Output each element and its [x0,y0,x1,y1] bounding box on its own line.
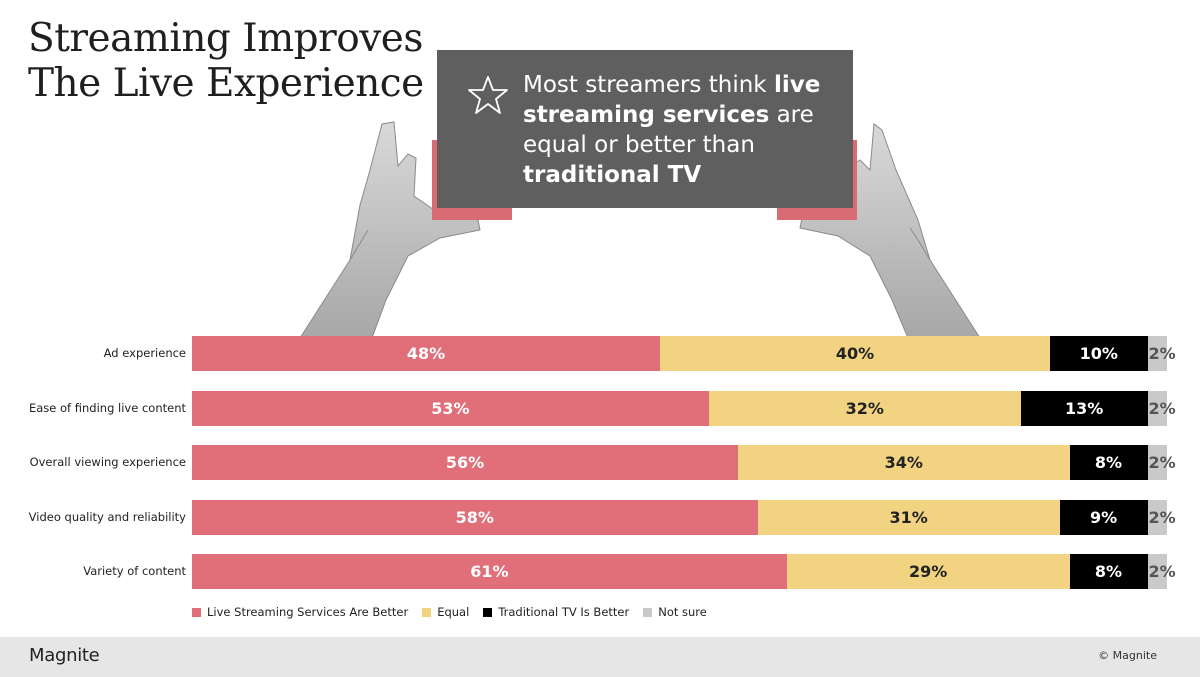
data-label: 2% [1148,453,1176,472]
footer-bar: Magnite © Magnite [0,637,1200,677]
data-label: 8% [1094,453,1123,472]
copyright-text: © Magnite [1098,649,1157,662]
bar-segment: 61% [192,554,787,589]
bar-segment: 9% [1059,499,1148,535]
bar-segment: 34% [738,445,1070,480]
bar-segment: 2% [1147,336,1176,371]
data-label: 2% [1148,398,1176,418]
legend-item: Not sure [643,605,707,619]
legend-item: Live Streaming Services Are Better [192,605,408,619]
category-label: Variety of content [83,564,186,578]
bar-segment: 8% [1069,554,1148,589]
bar-segment: 29% [786,554,1070,589]
data-label: 29% [908,562,948,581]
callout-part-2: are equal or better than [523,102,814,158]
star-icon [468,76,508,114]
data-label: 2% [1148,507,1176,527]
bar-segment: 13% [1020,390,1148,426]
magnite-logo: Magnite [29,645,100,666]
data-label: 48% [406,344,446,363]
legend-label: Equal [437,605,470,619]
legend-label: Not sure [658,605,707,619]
bar-segment: 53% [192,390,709,426]
category-label: Video quality and reliability [28,509,186,524]
legend-swatch [643,607,653,617]
legend-item: Traditional TV Is Better [483,605,629,619]
title-line-2: The Live Experience [28,61,424,106]
legend-label: Traditional TV Is Better [498,605,630,619]
chart-legend: Live Streaming Services Are Better Equal T… [192,605,707,619]
bar-segment: 8% [1069,445,1148,480]
data-label: 31% [889,507,928,527]
callout-text: Most streamers think live streaming serv… [523,70,843,190]
bar-segment: 40% [660,336,1050,371]
data-label: 56% [445,453,485,472]
callout-bold-2: traditional TV [523,162,702,188]
callout-bold-1: live streaming services [523,72,821,128]
data-label: 58% [455,507,494,527]
bar-segment: 2% [1147,390,1176,426]
bar-segment: 10% [1050,336,1148,371]
category-label: Overall viewing experience [29,455,186,469]
title-line-1: Streaming Improves [28,16,423,61]
page-title: Streaming Improves The Live Experience [28,16,448,106]
bar-segment: 58% [192,499,758,535]
data-label: 40% [835,344,875,363]
data-label: 13% [1064,398,1104,418]
callout-box: Most streamers think live streaming serv… [437,50,853,208]
data-label: 53% [431,398,470,418]
bar-segment: 2% [1147,554,1176,589]
legend-item: Equal [422,605,469,619]
data-label: 2% [1148,562,1176,581]
legend-swatch [483,607,493,617]
data-label: 34% [884,453,923,472]
category-label: Ad experience [103,346,186,360]
bar-segment: 31% [757,499,1060,535]
data-label: 9% [1090,507,1118,527]
data-label: 2% [1148,344,1176,363]
bar-segment: 2% [1147,445,1176,480]
data-label: 32% [845,398,884,418]
bar-segment: 2% [1147,499,1176,535]
data-label: 10% [1079,344,1118,363]
data-label: 8% [1094,562,1123,581]
data-label: 61% [470,562,509,581]
category-label: Ease of finding live content [28,400,186,415]
bar-segment: 32% [708,390,1021,426]
legend-swatch [192,607,201,617]
bar-segment: 48% [192,336,660,371]
callout-part-1: Most streamers think [523,72,774,98]
legend-swatch [422,607,432,617]
bar-segment: 56% [192,445,738,480]
legend-label: Live Streaming Services Are Better [207,605,409,619]
